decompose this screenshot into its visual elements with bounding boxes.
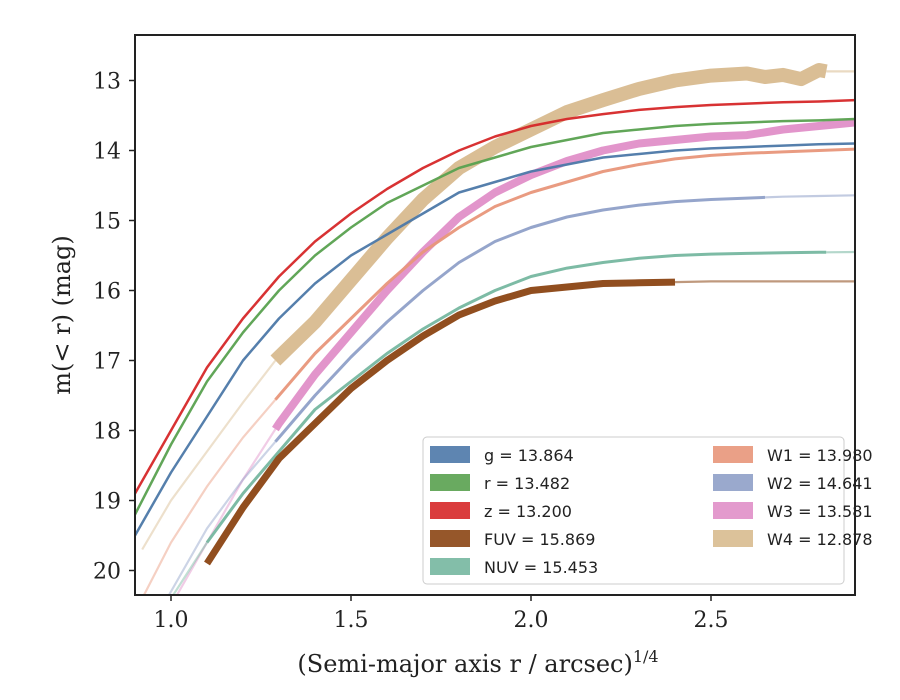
legend-entry-w1: W1 = 13.980 <box>713 446 873 465</box>
series-z-line <box>135 98 855 495</box>
legend-entry-nuv: NUV = 15.453 <box>430 558 598 577</box>
x-tick-label: 1.0 <box>154 608 189 633</box>
y-tick-label: 19 <box>93 490 121 515</box>
series-w2-extrapolated-inner <box>167 440 277 595</box>
x-axis-ticks: 1.0 1.5 2.0 2.5 <box>154 595 729 633</box>
series-fuv <box>204 278 855 566</box>
series-nuv <box>171 250 855 595</box>
y-tick-label: 16 <box>93 280 121 305</box>
x-tick-label: 2.0 <box>514 608 549 633</box>
legend-swatch <box>713 446 753 463</box>
x-axis-label: (Semi-major axis r / arcsec)1/4 <box>297 647 658 678</box>
legend-label: W3 = 13.581 <box>767 502 873 521</box>
legend-entry-w4: W4 = 12.878 <box>713 530 873 549</box>
legend-swatch <box>430 474 470 491</box>
legend-swatch <box>430 502 470 519</box>
legend-entry-fuv: FUV = 15.869 <box>430 530 595 549</box>
legend-entry-w3: W3 = 13.581 <box>713 502 873 521</box>
legend-label: r = 13.482 <box>484 474 570 493</box>
legend-entry-g: g = 13.864 <box>430 446 574 465</box>
y-axis-label: m(< r) (mag) <box>48 235 76 394</box>
y-tick-label: 15 <box>93 210 121 235</box>
legend-label: g = 13.864 <box>484 446 574 465</box>
legend-label: NUV = 15.453 <box>484 558 598 577</box>
legend-label: z = 13.200 <box>484 502 572 521</box>
series-g-line <box>135 142 855 537</box>
series-z <box>135 98 855 495</box>
legend-swatch <box>430 558 470 575</box>
y-tick-label: 13 <box>93 70 121 95</box>
legend-label: W4 = 12.878 <box>767 530 873 549</box>
series-w2-extrapolated-outer <box>764 194 855 199</box>
legend-swatch <box>430 446 470 463</box>
series-fuv-extrapolated-outer <box>674 280 855 284</box>
series-w2 <box>167 194 855 595</box>
legend-swatch <box>713 474 753 491</box>
legend-entries: g = 13.864 r = 13.482 z = 13.200 FUV = 15.8… <box>430 446 873 577</box>
series-w2-line <box>274 195 766 443</box>
series-layer <box>135 63 855 595</box>
legend-label: FUV = 15.869 <box>484 530 595 549</box>
legend-swatch <box>713 530 753 547</box>
series-fuv-line <box>204 278 676 566</box>
series-r-line <box>135 117 855 516</box>
x-tick-label: 1.5 <box>334 608 369 633</box>
series-nuv-line <box>205 250 827 544</box>
series-w1-line <box>274 147 855 401</box>
y-axis-ticks: 13 14 15 16 17 18 19 20 <box>93 70 135 585</box>
y-tick-label: 14 <box>93 140 121 165</box>
legend-box <box>422 436 845 585</box>
legend: g = 13.864 r = 13.482 z = 13.200 FUV = 15.8… <box>422 436 873 585</box>
series-w1-extrapolated-inner <box>142 398 277 595</box>
plot-frame <box>134 34 856 596</box>
series-w4 <box>141 63 855 551</box>
legend-entry-w2: W2 = 14.641 <box>713 474 873 493</box>
series-w4-extrapolated-inner <box>141 359 277 551</box>
y-tick-label: 17 <box>93 350 121 375</box>
x-tick-label: 2.5 <box>694 608 729 633</box>
series-nuv-extrapolated-inner <box>171 541 208 595</box>
y-tick-label: 18 <box>93 420 121 445</box>
legend-swatch <box>713 502 753 519</box>
y-tick-label: 20 <box>93 560 121 585</box>
series-w1 <box>142 147 855 595</box>
legend-label: W2 = 14.641 <box>767 474 873 493</box>
legend-label: W1 = 13.980 <box>767 446 873 465</box>
legend-swatch <box>430 530 470 547</box>
series-g <box>135 142 855 537</box>
legend-entry-r: r = 13.482 <box>430 474 570 493</box>
legend-entry-z: z = 13.200 <box>430 502 572 521</box>
series-r <box>135 117 855 516</box>
series-w4-line <box>270 63 828 366</box>
